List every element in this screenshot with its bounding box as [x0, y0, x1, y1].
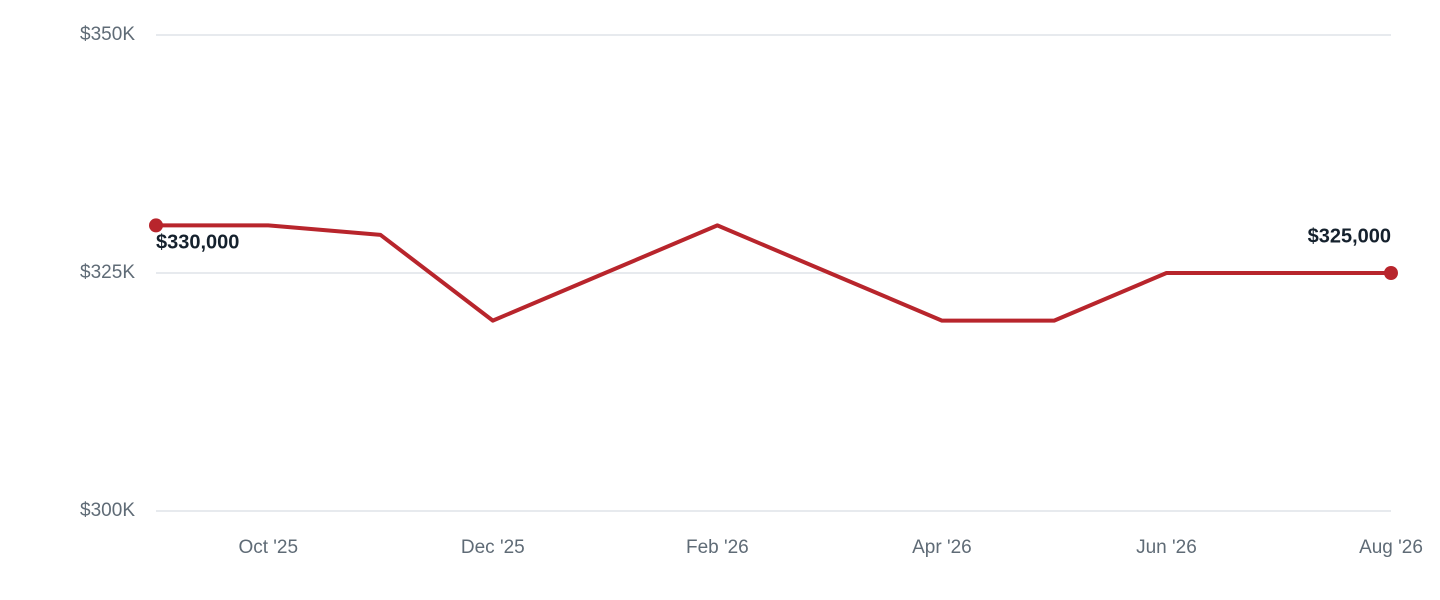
line [156, 223, 1391, 323]
point-marker [149, 218, 163, 233]
point-marker [1384, 266, 1398, 280]
x-tick-label: Dec '25 [461, 537, 525, 558]
y-tick-label: $300K [80, 500, 135, 521]
data-label: $325,000 [1308, 225, 1391, 247]
x-tick-label: Feb '26 [686, 537, 749, 558]
x-tick-label: Aug '26 [1359, 537, 1423, 558]
x-tick-label: Apr '26 [912, 537, 972, 558]
x-tick-label: Jun '26 [1136, 537, 1197, 558]
y-tick-label: $350K [80, 24, 135, 45]
data-label: $330,000 [156, 232, 239, 254]
y-tick-label: $325K [80, 262, 135, 283]
x-tick-label: Oct '25 [238, 537, 298, 558]
